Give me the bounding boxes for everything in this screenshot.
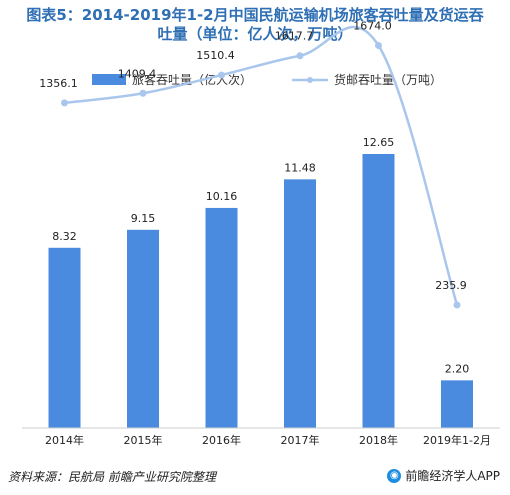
line-point bbox=[218, 71, 225, 79]
bar-data-label: 2.20 bbox=[445, 362, 470, 375]
legend-item-cargo: 货邮吞吐量（万吨） bbox=[292, 71, 442, 88]
x-tick-label: 2016年 bbox=[202, 433, 241, 447]
bar-data-label: 9.15 bbox=[131, 212, 156, 225]
x-tick-label: 2014年 bbox=[45, 433, 84, 447]
line-data-label: 1510.4 bbox=[196, 49, 235, 62]
x-tick-label: 2015年 bbox=[124, 433, 163, 447]
bar bbox=[205, 207, 238, 428]
x-tick-label: 2019年1-2月 bbox=[423, 433, 491, 447]
brand-attribution: ◉ 前瞻经济学人APP bbox=[387, 467, 500, 484]
chart-title-line1: 图表5：2014-2019年1-2月中国民航运输机场旅客吞吐量及货运吞 bbox=[26, 6, 484, 24]
bar bbox=[441, 380, 473, 428]
line-data-label: 235.9 bbox=[435, 279, 467, 292]
x-tick-label: 2018年 bbox=[359, 433, 398, 447]
x-tick-label: 2017年 bbox=[281, 433, 320, 447]
bar-data-label: 12.65 bbox=[363, 136, 395, 149]
line-data-label: 1356.1 bbox=[39, 77, 78, 90]
line-point bbox=[139, 89, 147, 97]
chart-title: 图表5：2014-2019年1-2月中国民航运输机场旅客吞吐量及货运吞 吐量（单… bbox=[0, 6, 510, 44]
line-point bbox=[296, 52, 304, 60]
line-point bbox=[453, 301, 461, 309]
line-data-label: 1674.0 bbox=[353, 20, 392, 33]
chart-title-line2: 吐量（单位：亿人次，万吨） bbox=[157, 25, 353, 43]
legend-bar-swatch bbox=[92, 74, 126, 85]
eye-icon: ◉ bbox=[387, 468, 402, 483]
line-data-label: 1617.7 bbox=[275, 30, 314, 43]
source-note: 资料来源：民航局 前瞻产业研究院整理 bbox=[8, 470, 216, 484]
bar-data-label: 11.48 bbox=[284, 161, 316, 174]
legend-label-cargo: 货邮吞吐量（万吨） bbox=[334, 73, 443, 87]
line-data-label: 1409.4 bbox=[118, 67, 157, 80]
brand-name: 前瞻经济学人APP bbox=[405, 469, 500, 483]
line-point bbox=[61, 99, 68, 107]
legend-line-swatch bbox=[292, 76, 328, 83]
bar bbox=[284, 179, 316, 428]
bar bbox=[48, 247, 81, 428]
line-point bbox=[375, 42, 382, 50]
bar-data-label: 8.32 bbox=[52, 230, 77, 243]
footer: 资料来源：民航局 前瞻产业研究院整理 ◉ 前瞻经济学人APP bbox=[0, 466, 510, 488]
bar bbox=[362, 154, 395, 428]
bar-data-label: 10.16 bbox=[206, 190, 238, 203]
bar bbox=[127, 229, 159, 428]
